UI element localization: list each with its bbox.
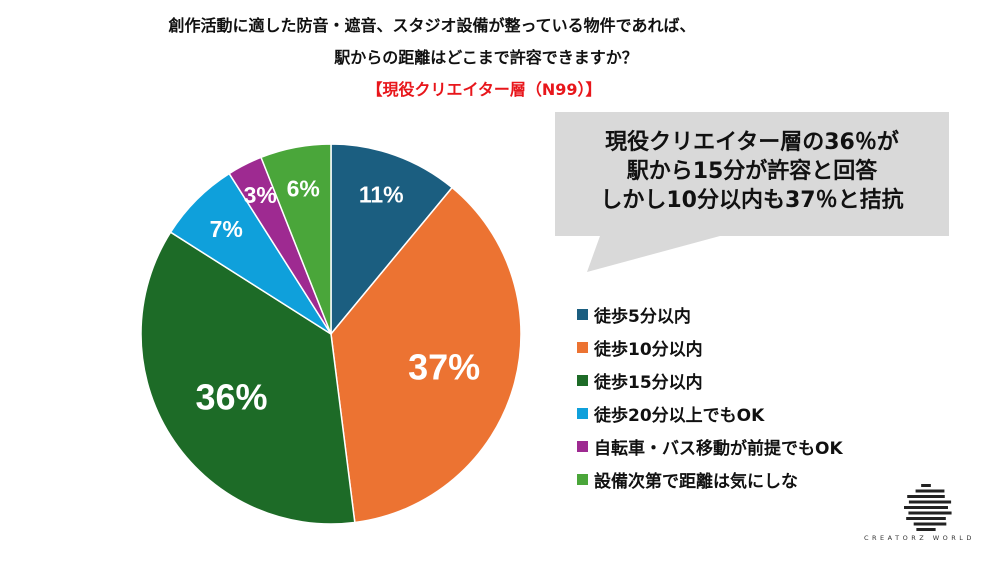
callout-line1: 現役クリエイター層の36％が bbox=[605, 130, 899, 155]
logo-stripe bbox=[908, 511, 952, 515]
legend-label: 徒歩10分以内 bbox=[594, 340, 703, 360]
legend-item: 徒歩15分以内 bbox=[577, 364, 843, 397]
data-label: 11% bbox=[359, 182, 404, 208]
legend-swatch bbox=[577, 342, 588, 353]
legend-swatch bbox=[577, 375, 588, 386]
logo-stripe bbox=[907, 495, 945, 498]
logo-stripe bbox=[921, 484, 931, 487]
legend-label: 徒歩20分以上でもOK bbox=[594, 406, 765, 426]
chart-title-line2: 駅からの距離はどこまで許容できますか？ bbox=[334, 48, 638, 67]
legend-label: 設備次第で距離は気にしな bbox=[594, 472, 798, 492]
logo-stripe bbox=[906, 517, 946, 520]
legend-swatch bbox=[577, 309, 588, 320]
legend-label: 自転車・バス移動が前提でもOK bbox=[594, 439, 843, 459]
logo-stripe bbox=[904, 506, 948, 509]
legend-item: 設備次第で距離は気にしな bbox=[577, 463, 843, 496]
logo-globe-icon bbox=[904, 484, 952, 531]
legend-swatch bbox=[577, 441, 588, 452]
logo-stripe bbox=[915, 489, 945, 493]
data-label: 7% bbox=[210, 216, 243, 242]
chart-segment-label: 【現役クリエイター層（N99）】 bbox=[366, 80, 602, 99]
legend-item: 徒歩20分以上でもOK bbox=[577, 397, 843, 430]
callout-box bbox=[555, 112, 949, 272]
callout-line2: 駅から15分が許容と回答 bbox=[626, 159, 878, 184]
pie-slice bbox=[260, 143, 332, 335]
data-label: 36% bbox=[196, 377, 268, 418]
legend-item: 徒歩10分以内 bbox=[577, 331, 843, 364]
logo-stripe bbox=[908, 500, 952, 504]
data-label: 3% bbox=[244, 182, 277, 208]
legend-swatch bbox=[577, 408, 588, 419]
legend-label: 徒歩15分以内 bbox=[594, 373, 703, 393]
chart-title-line1: 創作活動に適した防音・遮音、スタジオ設備が整っている物件であれば、 bbox=[168, 16, 696, 35]
legend-item: 徒歩5分以内 bbox=[577, 298, 843, 331]
data-label: 37% bbox=[408, 346, 480, 387]
pie-slice bbox=[330, 186, 522, 524]
logo-text: CREATORZ WORLD bbox=[864, 534, 975, 542]
logo-stripe bbox=[913, 522, 947, 526]
logo-stripe bbox=[916, 528, 936, 531]
legend-label: 徒歩5分以内 bbox=[594, 307, 691, 327]
callout-text: 現役クリエイター層の36％が 駅から15分が許容と回答 しかし10分以内も37％… bbox=[555, 128, 949, 215]
legend-item: 自転車・バス移動が前提でもOK bbox=[577, 430, 843, 463]
pie-slice bbox=[140, 231, 356, 525]
callout-line3: しかし10分以内も37％と拮抗 bbox=[600, 188, 904, 213]
data-label: 6% bbox=[287, 175, 320, 201]
legend-swatch bbox=[577, 474, 588, 485]
legend: 徒歩5分以内 徒歩10分以内 徒歩15分以内徒歩20分以上でもOK 自転車・バス移動が… bbox=[577, 298, 843, 496]
pie-slice bbox=[330, 143, 454, 337]
